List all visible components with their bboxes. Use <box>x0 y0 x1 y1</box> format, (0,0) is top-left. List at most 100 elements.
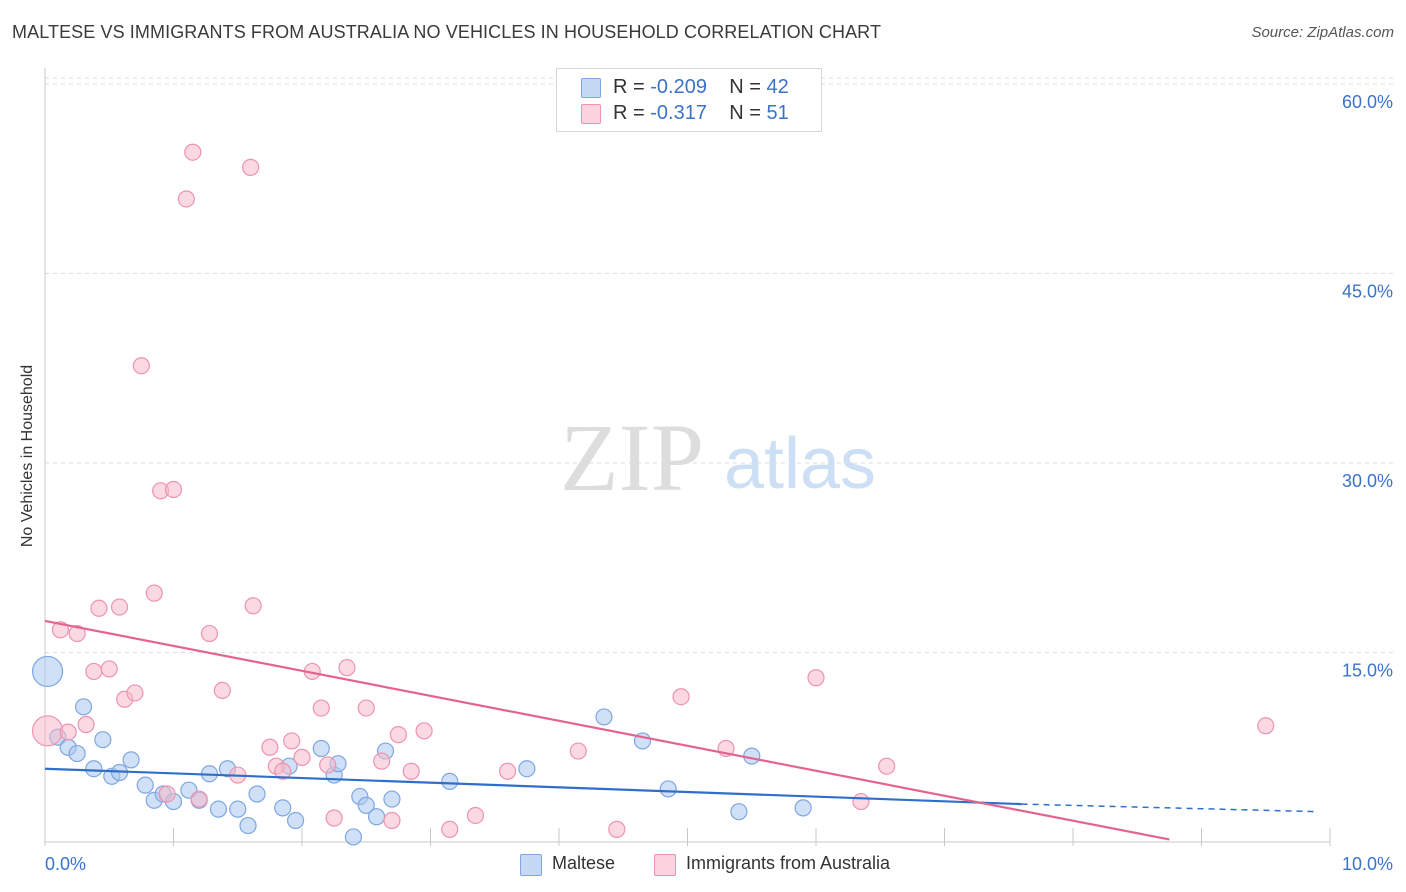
trend-lines <box>44 619 1318 841</box>
bottom-legend-label-maltese: Maltese <box>552 853 616 873</box>
australia-point <box>441 820 459 838</box>
maltese-point <box>367 808 386 826</box>
maltese-point <box>74 698 93 716</box>
maltese-point <box>85 760 103 778</box>
australia-point <box>569 742 587 760</box>
maltese-point <box>136 776 154 794</box>
australia-point <box>132 357 150 375</box>
australia-point <box>807 669 825 687</box>
australia-point <box>373 752 391 770</box>
y-tick-label: 60.0% <box>1342 92 1393 112</box>
australia-point <box>283 732 301 750</box>
australia-point <box>389 726 407 744</box>
legend-r-label: R = <box>613 102 651 124</box>
maltese-point <box>659 780 677 798</box>
australia-point <box>672 688 690 706</box>
y-tick-label: 15.0% <box>1342 661 1393 681</box>
tick-labels: 15.0% 30.0% 45.0% 60.0% 0.0% 10.0% <box>45 92 1393 874</box>
axes <box>44 68 1331 846</box>
maltese-point <box>229 800 247 818</box>
australia-point <box>415 722 433 740</box>
maltese-point <box>209 800 228 818</box>
australia-point <box>499 762 517 780</box>
australia-point <box>312 699 330 717</box>
maltese-point <box>248 785 266 803</box>
australia-point <box>90 599 108 617</box>
legend-n-label: N = <box>729 76 767 98</box>
y-tick-label: 45.0% <box>1342 282 1393 302</box>
maltese-point <box>794 799 812 817</box>
australia-point <box>213 681 231 700</box>
australia-point <box>357 699 375 717</box>
maltese-point <box>312 739 330 758</box>
australia-point <box>85 662 103 681</box>
australia-point <box>325 809 343 827</box>
australia-point <box>77 715 95 734</box>
maltese-point <box>94 731 112 749</box>
australia-point <box>190 790 208 808</box>
data-points <box>31 143 1275 846</box>
source-label: Source: ZipAtlas.com <box>1251 24 1394 41</box>
legend-n-value: 42 <box>766 76 789 98</box>
australia-point <box>200 624 219 643</box>
stats-legend: R = -0.209 N = 42 R = -0.317 N = 51 <box>556 68 822 132</box>
australia-point <box>466 806 485 825</box>
australia-point <box>878 757 896 775</box>
australia-point <box>145 584 163 602</box>
maltese-point <box>518 760 536 778</box>
maltese-trend-line <box>44 767 1022 806</box>
australia-point <box>164 480 183 499</box>
maltese-trend-extension <box>1021 803 1318 813</box>
legend-r-value: -0.209 <box>650 76 707 98</box>
australia-point <box>293 748 311 766</box>
australia-point <box>338 659 356 677</box>
watermark-atlas: atlas <box>724 424 876 504</box>
maltese-point <box>239 816 257 835</box>
legend-r-label: R = <box>613 76 651 98</box>
australia-point <box>608 820 626 838</box>
x-tick-label: 10.0% <box>1342 854 1393 874</box>
australia-point <box>59 723 77 741</box>
chart-title: MALTESE VS IMMIGRANTS FROM AUSTRALIA NO … <box>12 22 882 42</box>
bottom-legend-swatch-maltese <box>520 854 542 876</box>
legend-swatch-australia <box>581 104 601 124</box>
maltese-point <box>274 799 292 817</box>
x-tick-label: 0.0% <box>45 854 86 874</box>
australia-point <box>274 762 292 780</box>
watermark-zip: ZIP <box>560 404 704 511</box>
australia-point <box>242 158 260 176</box>
australia-point <box>100 660 118 678</box>
australia-point <box>261 738 279 756</box>
maltese-point <box>357 796 375 814</box>
australia-trend-line <box>44 619 1170 841</box>
australia-point <box>319 756 337 774</box>
maltese-point <box>441 772 459 790</box>
australia-point <box>31 715 64 747</box>
australia-point <box>110 598 129 616</box>
legend-n-label: N = <box>729 102 767 124</box>
maltese-point <box>68 744 86 763</box>
bottom-legend-swatch-australia <box>654 854 676 876</box>
australia-point <box>244 597 262 615</box>
watermark: ZIP atlas <box>560 404 876 511</box>
australia-point <box>402 762 420 780</box>
australia-point <box>184 143 202 161</box>
maltese-point <box>286 811 305 830</box>
y-tick-label: 30.0% <box>1342 471 1393 491</box>
australia-point <box>126 684 144 702</box>
australia-point <box>852 792 870 811</box>
maltese-point <box>122 751 140 769</box>
australia-point <box>158 785 176 803</box>
legend-swatch-maltese <box>581 78 601 98</box>
legend-r-value: -0.317 <box>650 102 707 124</box>
australia-point <box>68 624 86 643</box>
australia-point <box>1257 717 1275 735</box>
maltese-point <box>344 828 362 846</box>
maltese-point <box>730 803 748 821</box>
maltese-point <box>383 790 401 808</box>
australia-point <box>383 811 401 830</box>
bottom-legend-label-australia: Immigrants from Australia <box>686 853 891 873</box>
maltese-point <box>31 655 64 688</box>
legend-n-value: 51 <box>766 102 789 124</box>
